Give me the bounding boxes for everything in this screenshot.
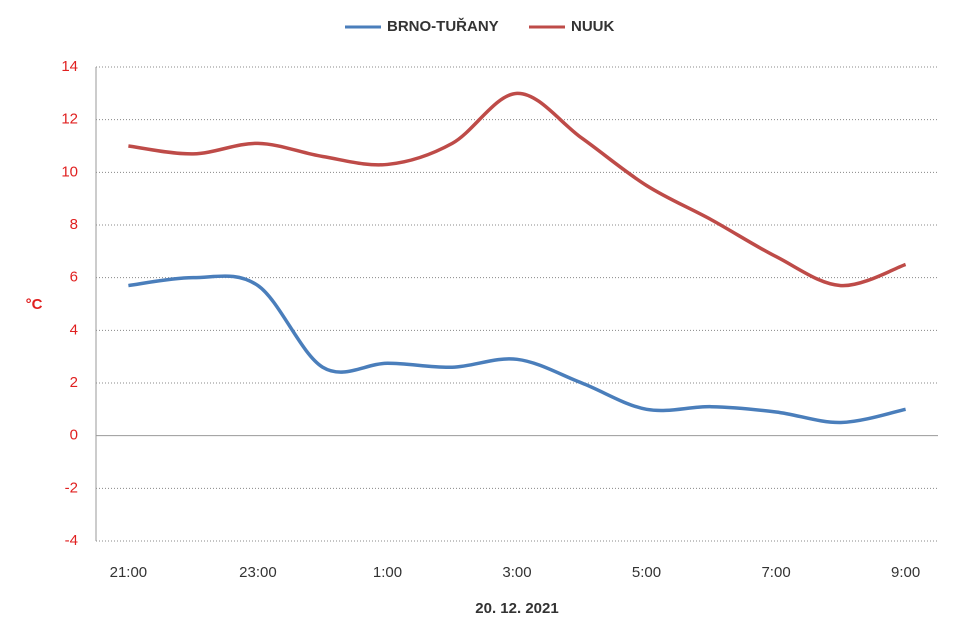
legend-label: BRNO-TUŘANY <box>387 17 499 35</box>
x-tick-label: 5:00 <box>632 564 661 581</box>
y-tick-label: 8 <box>70 216 78 233</box>
x-tick-label: 9:00 <box>891 564 920 581</box>
x-tick-label: 21:00 <box>110 564 148 581</box>
y-tick-label: 14 <box>61 58 78 75</box>
series-line <box>128 274 906 425</box>
y-tick-label: 10 <box>61 163 78 180</box>
y-tick-label: 6 <box>70 269 78 286</box>
x-axis-title: 20. 12. 2021 <box>475 600 558 617</box>
x-tick-label: 3:00 <box>502 564 531 581</box>
y-tick-label: 12 <box>61 111 78 128</box>
legend-label: NUUK <box>571 18 614 35</box>
y-axis-title: °C <box>26 296 43 313</box>
x-tick-label: 23:00 <box>239 564 277 581</box>
y-tick-label: -4 <box>65 532 78 549</box>
x-tick-label: 1:00 <box>373 564 402 581</box>
y-tick-label: -2 <box>65 479 78 496</box>
legend: BRNO-TUŘANY NUUK <box>345 17 614 35</box>
x-tick-label: 7:00 <box>761 564 790 581</box>
series-line <box>128 91 907 288</box>
y-tick-label: 2 <box>70 374 78 391</box>
y-tick-label: 4 <box>70 321 78 338</box>
y-tick-label: 0 <box>70 427 78 444</box>
